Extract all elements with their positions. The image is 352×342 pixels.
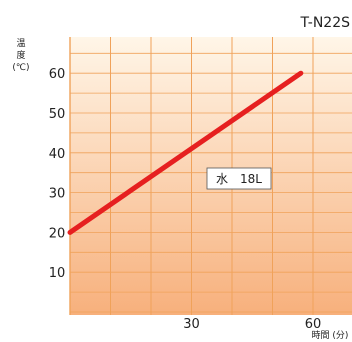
x-tick-label: 60	[305, 317, 322, 332]
y-tick-label: 30	[49, 187, 66, 202]
y-tick-labels: 10 20 30 40 50 60	[49, 67, 66, 281]
series-label-box: 水 18L	[206, 167, 272, 190]
x-tick-label: 30	[183, 317, 200, 332]
series-label: 水 18L	[216, 172, 262, 186]
chart-title: T-N22S	[300, 15, 351, 31]
x-tick-labels: 30 60	[183, 317, 321, 332]
y-axis-label-line: 度	[16, 49, 25, 61]
series-group	[67, 70, 304, 235]
y-axis-label-line: (℃)	[12, 63, 29, 73]
y-axis-label-line: 温	[16, 38, 25, 49]
y-tick-label: 50	[49, 107, 66, 122]
y-tick-label: 20	[49, 226, 66, 241]
y-tick-label: 60	[49, 67, 66, 82]
series-line	[67, 70, 304, 235]
y-tick-label: 10	[49, 266, 66, 281]
y-tick-label: 40	[49, 147, 66, 162]
x-axis-label: 時間 (分)	[312, 330, 349, 341]
y-axis-label: 温度 (℃)	[12, 38, 29, 73]
